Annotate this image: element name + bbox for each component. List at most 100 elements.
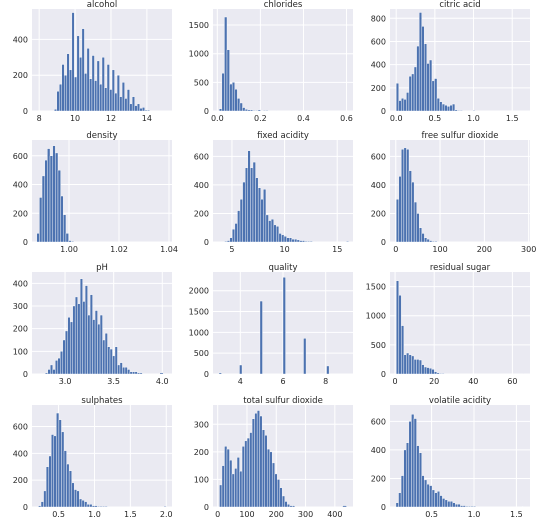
histogram-bar [447,106,450,112]
histogram-bar [289,505,293,508]
histogram-bar [396,199,399,243]
histogram-bar [426,483,430,508]
y-tick-label: 200 [371,84,386,93]
histogram-bar [395,502,399,508]
histogram-bar [444,105,448,112]
x-tick-label: 0 [393,377,398,386]
histogram-bar [396,280,399,375]
histogram-bar [406,442,410,508]
histogram-bar [255,110,259,112]
histogram-bar [38,505,42,508]
histogram-bar [246,437,250,508]
histogram-bar [61,431,65,508]
histogram-bar [429,240,433,243]
y-tick-label: 0 [23,370,28,379]
histogram-bar [119,362,123,375]
histogram-bar [63,214,67,243]
histogram-bar [104,87,108,112]
histogram-bar [418,12,422,112]
histogram-bar [289,237,293,243]
y-tick-label: 100 [194,475,209,484]
histogram-bar [94,80,98,112]
histogram-bar [257,109,261,112]
histogram-bar [260,199,264,243]
histogram-bar [245,167,248,243]
histogram-bar [462,505,466,508]
y-tick-label: 300 [194,420,209,429]
histogram-bar [282,495,285,508]
histogram-bar [424,479,428,508]
histogram-bar [465,506,469,508]
histogram-bar [421,364,425,375]
histogram-bar [268,220,272,243]
histogram-bar [242,107,246,112]
x-tick-label: 8 [323,377,328,386]
x-tick-label: 200 [477,245,492,254]
x-tick-label: 4 [238,377,243,386]
histogram-bar [449,105,453,112]
y-tick-label: 200 [13,476,28,485]
histogram-bar [76,35,80,112]
subplot-title: fixed acidity [257,131,309,141]
histogram-bar [434,241,438,243]
histogram-bar [122,367,126,375]
histogram-bar [281,234,285,243]
histogram-bar [416,213,420,243]
histogram-bar [137,372,141,375]
histogram-bar [68,470,72,508]
histogram-bar [231,473,235,508]
histogram-bar [57,169,61,243]
histogram-bar [439,495,443,508]
histogram-bar [59,83,62,112]
histogram-bar [472,110,476,112]
x-tick-label: 0.0 [211,114,224,123]
y-tick-label: 400 [13,35,28,44]
histogram-bar [65,233,69,243]
subplot-title: density [86,131,117,141]
subplot-title: free sulfur dioxide [422,131,499,141]
histogram-bar [413,66,417,112]
histogram-bar [398,176,402,243]
subplot-free-sulfur-dioxide: 0 100 200 300 0 200 400 600 free sulfur dioxide [371,131,537,254]
x-tick-label: 1.04 [160,245,178,254]
y-tick-label: 2000 [189,287,209,296]
histogram-bar [256,410,260,508]
histogram-bar [452,502,456,508]
histogram-bar [441,103,445,112]
histogram-bar [56,91,60,112]
x-tick-label: 1.02 [110,245,128,254]
x-tick-label: 0.2 [254,114,267,123]
subplot-title: sulphates [81,396,123,406]
histogram-bar [436,98,440,112]
histogram-bar [408,170,412,243]
y-tick-label: 400 [13,279,28,288]
y-tick-label: 0 [23,107,28,116]
histogram-bar [416,359,420,375]
y-tick-label: 600 [371,152,386,161]
x-tick-label: 3.5 [107,377,120,386]
histogram-bar [116,75,120,112]
histogram-bar [265,214,269,243]
histogram-bar [242,181,246,243]
histogram-bar [416,445,420,508]
subplot-citric-acid: 0.0 0.5 1.0 1.5 0 200 400 600 800 citric acid [371,0,530,123]
histogram-bar [60,351,63,375]
histogram-bar [74,296,78,375]
histogram-bar [423,366,427,375]
x-tick-label: 12 [106,114,116,123]
histogram-bar [232,228,236,243]
histogram-bar [429,367,432,375]
y-tick-label: 600 [194,152,209,161]
histogram-bar [40,501,44,508]
histogram-bar [419,227,423,243]
histogram-bar [244,109,248,112]
histogram-bar [262,110,266,112]
y-tick-label: 1500 [189,21,209,30]
histogram-bar [254,413,258,508]
histogram-bar [286,237,290,243]
histogram-bar [276,226,280,243]
histogram-bar [147,109,150,112]
histogram-bar [48,455,52,508]
histogram-bar [239,102,243,112]
histogram-bar [91,505,95,508]
